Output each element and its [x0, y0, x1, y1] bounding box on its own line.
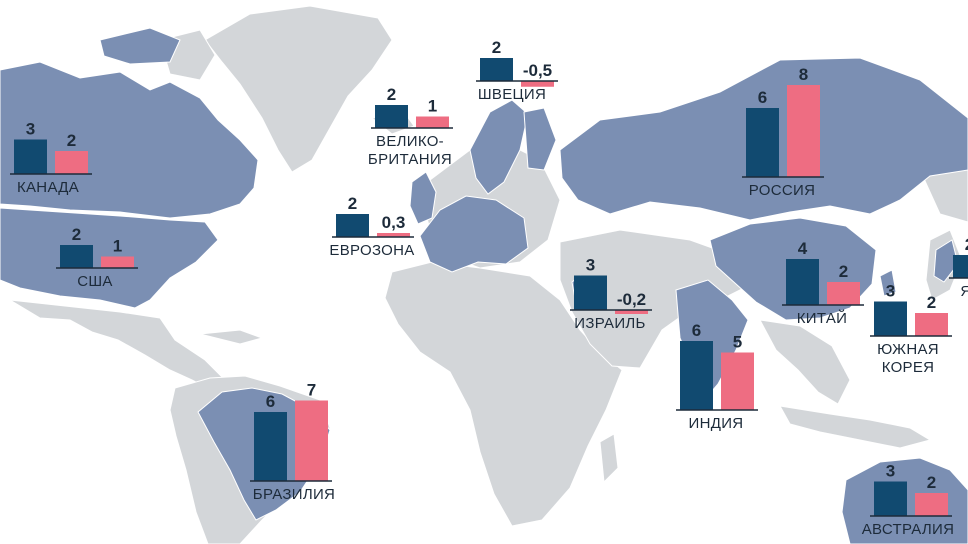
value-dark: 4: [798, 239, 808, 258]
value-dark: 2: [387, 85, 396, 104]
country-label: РОССИЯ: [749, 182, 815, 199]
country-label: КАНАДА: [17, 179, 79, 196]
bar-pink: [721, 352, 754, 410]
bar-pink: [55, 151, 88, 174]
bar-pink: [416, 116, 449, 128]
value-pink: 0,3: [382, 213, 406, 232]
bar-group: 6 8 РОССИЯ: [742, 65, 824, 199]
bar-group: 3 2 КАНАДА: [10, 120, 92, 196]
bar-group: 6 7 БРАЗИЛИЯ: [250, 381, 335, 503]
value-dark: 3: [886, 282, 895, 301]
bar-dark: [574, 275, 607, 310]
mexico-central-america: [9, 299, 226, 393]
bar-dark: [480, 58, 513, 81]
canada-arctic-islands: [99, 27, 181, 65]
bar-pink: [615, 310, 648, 314]
value-dark: 3: [26, 120, 35, 139]
country-label: АВСТРАЛИЯ: [862, 521, 955, 538]
madagascar: [599, 433, 619, 484]
greenland: [204, 5, 393, 173]
country-label: ИЗРАИЛЬ: [574, 315, 645, 332]
bar-dark: [375, 105, 408, 128]
finland-region: [523, 107, 557, 171]
bar-pink: [377, 233, 410, 237]
value-pink: 2: [927, 293, 936, 312]
bar-group: 2 1 ВЕЛИКО-БРИТАНИЯ: [368, 85, 453, 168]
bar-group: 4 2 КИТАЙ: [782, 239, 864, 327]
country-label: ЕВРОЗОНА: [329, 242, 414, 259]
value-pink: 1: [428, 97, 437, 116]
caribbean: [199, 329, 264, 345]
country-label: БРАЗИЛИЯ: [253, 486, 335, 503]
uk-region: [409, 171, 437, 225]
bar-dark: [874, 481, 907, 516]
value-pink: 7: [307, 381, 316, 400]
value-pink: 8: [799, 65, 808, 84]
bar-dark: [874, 301, 907, 336]
value-pink: -0,5: [523, 61, 552, 80]
value-dark: 6: [266, 392, 275, 411]
country-label: США: [77, 273, 113, 290]
value-pink: -0,2: [617, 290, 646, 309]
value-dark: 3: [586, 256, 595, 275]
south-korea-region: [879, 269, 897, 297]
bar-dark: [336, 214, 369, 237]
southeast-asia: [759, 319, 851, 405]
country-label: КИТАЙ: [797, 309, 847, 327]
country-label: БРИТАНИЯ: [368, 151, 452, 168]
bar-group: 2 0,3 ЕВРОЗОНА: [329, 194, 414, 259]
bar-pink: [915, 493, 948, 516]
bar-dark: [786, 259, 819, 305]
bar-pink: [295, 400, 328, 481]
value-pink: 1: [113, 237, 122, 256]
country-label: ЮЖНАЯ: [877, 341, 939, 358]
value-pink: 2: [839, 262, 848, 281]
country-label: ИНДИЯ: [689, 415, 744, 432]
bar-group: 2 -0,5 ШВЕЦИЯ: [476, 38, 558, 103]
bar-pink: [827, 282, 860, 305]
bar-pink: [915, 313, 948, 336]
value-dark: 6: [692, 321, 701, 340]
eurozone-region: [419, 195, 529, 273]
bar-dark: [953, 255, 968, 278]
bar-group: 3 2 АВСТРАЛИЯ: [862, 462, 955, 539]
country-label: Я: [960, 283, 968, 300]
value-pink: 2: [927, 473, 936, 492]
bar-pink: [101, 256, 134, 268]
japan-highlight: [933, 239, 959, 283]
sweden-region: [469, 99, 529, 195]
value-dark: 2: [965, 235, 968, 254]
country-label: ШВЕЦИЯ: [478, 86, 546, 103]
canada-region: [0, 61, 259, 219]
value-dark: 3: [886, 462, 895, 481]
bar-dark: [254, 412, 287, 481]
value-dark: 6: [758, 88, 767, 107]
africa: [384, 261, 623, 527]
bar-pink: [521, 81, 554, 87]
middle-east-central-asia: [559, 229, 757, 369]
bar-dark: [60, 245, 93, 268]
bar-dark: [680, 341, 713, 410]
bar-group: 6 5 ИНДИЯ: [676, 321, 758, 432]
value-pink: 5: [733, 333, 742, 352]
bar-dark: [746, 108, 779, 177]
value-dark: 2: [348, 194, 357, 213]
country-label: ВЕЛИКО-: [376, 133, 444, 150]
value-dark: 2: [492, 38, 501, 57]
value-pink: 2: [67, 131, 76, 150]
country-label: КОРЕЯ: [882, 359, 935, 376]
country-bar-groups: 32КАНАДА21США21ВЕЛИКО-БРИТАНИЯ2-0,5ШВЕЦИ…: [10, 38, 968, 538]
bar-dark: [14, 139, 47, 174]
bar-group: 2Я: [949, 235, 968, 300]
indonesia: [779, 405, 932, 449]
value-dark: 2: [72, 225, 81, 244]
bar-pink: [787, 85, 820, 177]
bar-group: 3 -0,2 ИЗРАИЛЬ: [570, 256, 652, 332]
